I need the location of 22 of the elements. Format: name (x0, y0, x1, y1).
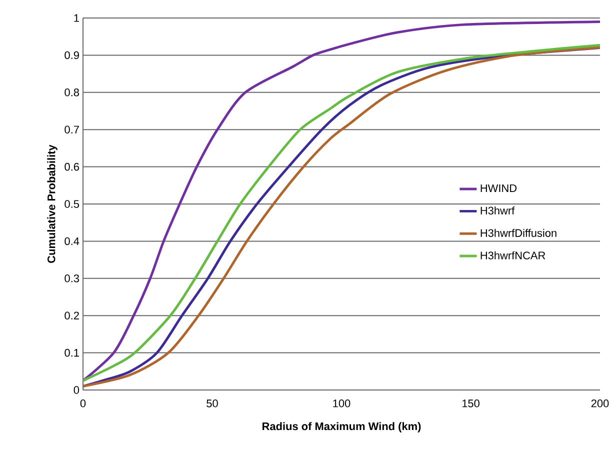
x-axis-title: Radius of Maximum Wind (km) (262, 422, 421, 432)
y-tick-label: 0.2 (64, 312, 79, 320)
y-axis-title: Cumulative Probability (47, 144, 58, 263)
legend-label: H3hwrf (480, 206, 515, 215)
x-tick-label: 200 (591, 400, 609, 408)
x-tick-label: 100 (333, 400, 350, 408)
x-tick-label: 50 (206, 400, 218, 408)
y-tick-label: 0.4 (64, 237, 80, 246)
y-tick-label: 0 (74, 386, 80, 394)
legend-label: HWIND (480, 184, 517, 192)
x-tick-label: 150 (462, 400, 480, 408)
y-tick-label: 0.1 (64, 348, 79, 357)
legend-label: H3hwrfDiffusion (480, 228, 556, 237)
y-tick-label: 0.5 (64, 200, 80, 208)
y-tick-label: 0.7 (64, 126, 79, 134)
legend-label: H3hwrfNCAR (480, 251, 546, 260)
y-tick-label: 0.9 (64, 51, 79, 60)
y-tick-label: 0.8 (64, 88, 79, 96)
x-tick-label: 0 (80, 400, 86, 408)
y-tick-label: 0.6 (64, 162, 79, 171)
y-tick-label: 1 (74, 14, 79, 22)
y-tick-label: 0.3 (64, 274, 79, 282)
